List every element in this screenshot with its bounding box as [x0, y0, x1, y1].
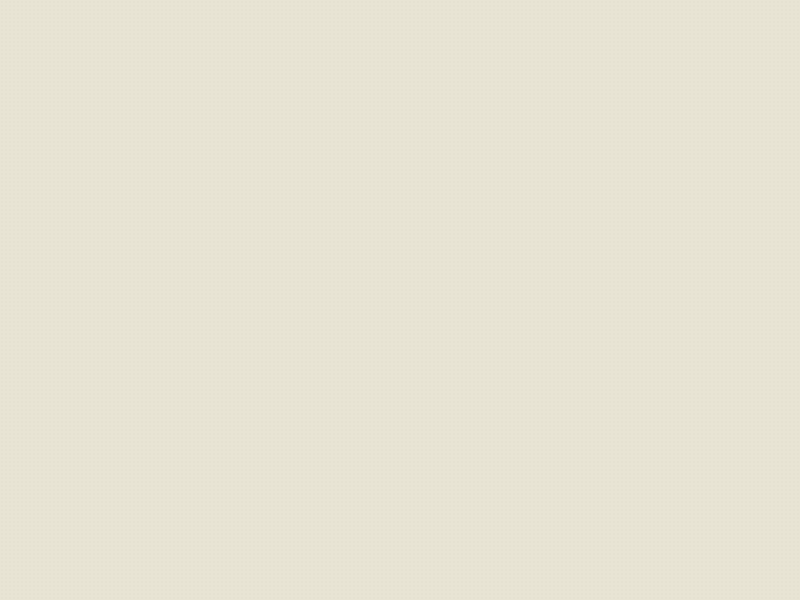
diagram-svg: [60, 150, 740, 570]
geometry-diagram: [60, 150, 740, 570]
